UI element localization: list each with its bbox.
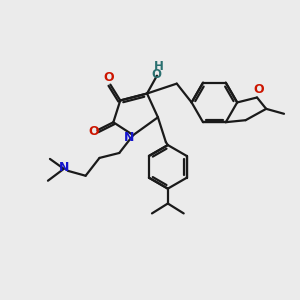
Text: N: N	[124, 130, 134, 144]
Text: O: O	[88, 125, 99, 138]
Text: O: O	[151, 68, 161, 81]
Text: O: O	[254, 83, 264, 96]
Text: O: O	[103, 71, 114, 84]
Text: N: N	[58, 161, 69, 174]
Text: H: H	[154, 60, 164, 73]
